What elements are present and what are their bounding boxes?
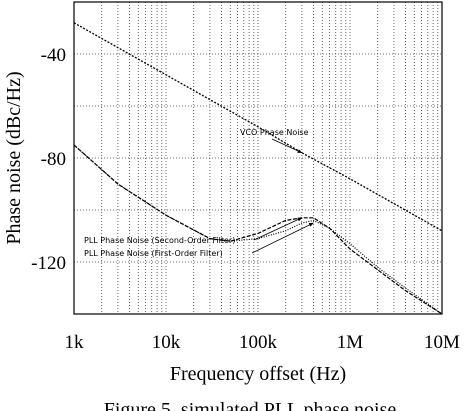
tick-labels: 1k 10k 100k 1M 10M -40 -80 -120 — [31, 45, 460, 353]
series-group — [73, 22, 443, 315]
y-tick-label: -120 — [31, 253, 66, 274]
annotation-label: PLL Phase Noise (Second-Order Filter) — [84, 236, 235, 245]
y-axis-title: Phase noise (dBc/Hz) — [3, 71, 25, 244]
annotations: VCO Phase Noise PLL Phase Noise (Second-O… — [84, 128, 314, 258]
x-tick-label: 10M — [424, 332, 460, 353]
annotation-arrow — [253, 217, 303, 241]
annotation-arrow — [251, 222, 314, 254]
annotation-label: VCO Phase Noise — [240, 128, 309, 137]
grid — [74, 2, 442, 314]
y-tick-label: -40 — [41, 45, 66, 66]
annotation-label: PLL Phase Noise (First-Order Filter) — [84, 249, 223, 258]
series-line-2 — [73, 144, 443, 315]
x-tick-label: 100k — [239, 332, 278, 353]
plot-frame — [73, 1, 443, 315]
series-line-1 — [73, 22, 443, 232]
y-tick-label: -80 — [41, 149, 66, 170]
x-tick-label: 1M — [337, 332, 364, 353]
x-axis-title: Frequency offset (Hz) — [170, 363, 346, 385]
x-tick-label: 10k — [152, 332, 181, 353]
figure-caption: Figure 5. simulated PLL phase noise — [104, 399, 397, 411]
annotation-arrow — [271, 138, 303, 154]
x-tick-label: 1k — [65, 332, 85, 353]
